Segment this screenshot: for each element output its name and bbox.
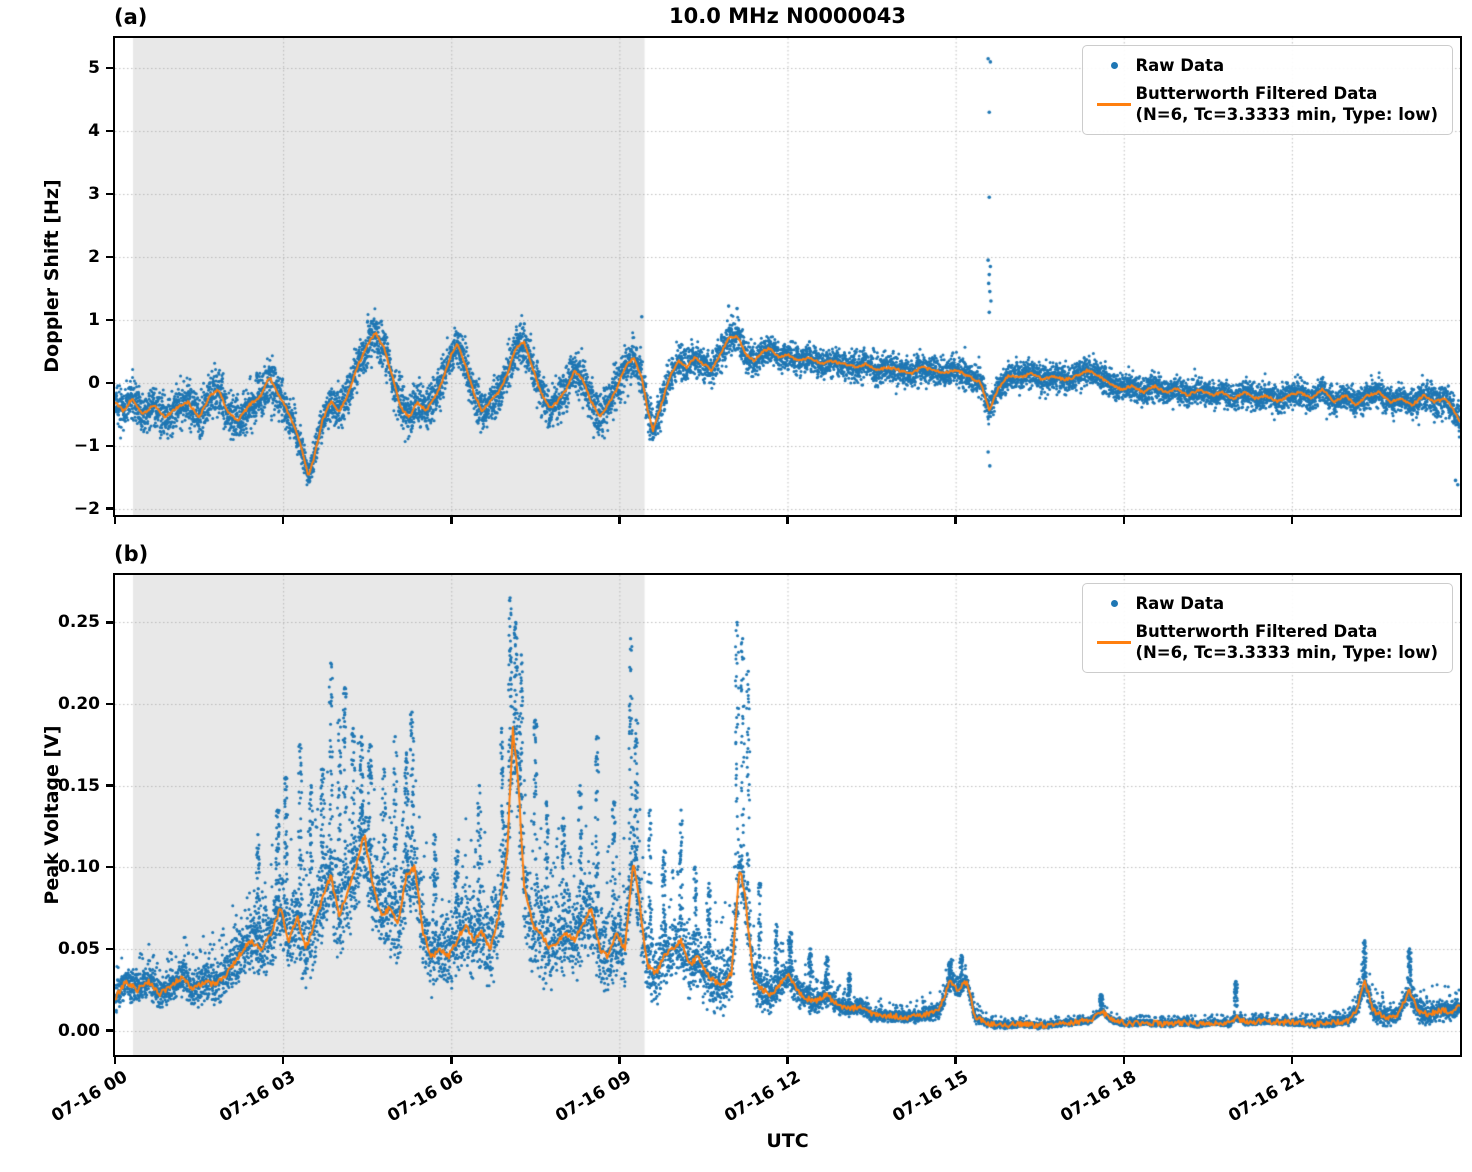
panel-b-label: (b) <box>114 542 149 566</box>
panel-a-ylabel: Doppler Shift [Hz] <box>41 179 63 373</box>
x-tick-mark <box>954 1055 957 1064</box>
y-tick-mark <box>106 66 115 70</box>
raw-data-dot-icon <box>1110 600 1118 607</box>
x-tick-mark <box>281 1055 285 1064</box>
y-tick-mark <box>106 255 115 259</box>
x-tick-label: 07-16 12 <box>720 1067 804 1127</box>
y-tick-mark <box>106 318 115 322</box>
x-tick-mark <box>1122 1055 1125 1064</box>
filtered-marker-col <box>1093 102 1135 106</box>
x-tick-mark <box>786 515 789 524</box>
x-tick-label: 07-16 03 <box>216 1067 300 1127</box>
y-tick-label: 1 <box>88 309 100 330</box>
x-axis-label: UTC <box>766 1130 809 1152</box>
y-tick-label: 0.10 <box>58 857 100 878</box>
y-tick-label: −2 <box>73 498 100 519</box>
filtered-sublabel: (N=6, Tc=3.3333 min, Type: low) <box>1135 105 1438 124</box>
y-tick-label: 0 <box>88 372 100 393</box>
y-tick-label: −1 <box>73 435 100 456</box>
y-tick-mark <box>106 621 115 624</box>
y-tick-mark <box>106 381 115 385</box>
y-tick-mark <box>106 507 115 510</box>
y-tick-mark <box>106 1029 115 1032</box>
y-tick-mark <box>106 947 115 951</box>
x-tick-label: 07-16 21 <box>1225 1067 1308 1127</box>
x-tick-mark <box>786 1055 789 1064</box>
filtered-label: Butterworth Filtered Data <box>1135 622 1378 641</box>
chart-title: 10.0 MHz N0000043 <box>669 4 906 28</box>
raw-data-label: Raw Data <box>1135 594 1225 613</box>
x-tick-label: 07-16 00 <box>48 1067 131 1127</box>
filtered-label-block: Butterworth Filtered Data (N=6, Tc=3.333… <box>1135 83 1438 125</box>
x-tick-label: 07-16 15 <box>888 1067 972 1127</box>
x-tick-mark <box>1122 515 1125 524</box>
raw-data-dot-icon <box>1110 62 1118 69</box>
raw-data-marker-col <box>1093 62 1135 69</box>
filtered-line-icon <box>1097 640 1132 644</box>
y-tick-label: 2 <box>88 246 100 267</box>
y-tick-label: 0.05 <box>58 938 100 959</box>
x-tick-mark <box>281 515 285 524</box>
x-tick-mark <box>1290 1055 1294 1064</box>
y-tick-mark <box>106 444 115 448</box>
x-tick-label: 07-16 18 <box>1057 1067 1140 1127</box>
y-tick-mark <box>106 865 115 869</box>
filtered-line-icon <box>1097 102 1132 106</box>
raw-data-marker-col <box>1093 600 1135 607</box>
filtered-marker-col <box>1093 640 1135 644</box>
legend-item-raw: Raw Data <box>1093 55 1438 76</box>
x-tick-mark <box>618 1055 621 1064</box>
y-tick-mark <box>106 784 115 787</box>
y-tick-mark <box>106 702 115 706</box>
y-tick-mark <box>106 129 115 133</box>
y-tick-label: 5 <box>88 58 100 79</box>
y-tick-label: 0.15 <box>58 775 100 796</box>
x-tick-mark <box>113 1055 117 1064</box>
x-tick-mark <box>954 515 957 524</box>
y-tick-mark <box>106 192 115 196</box>
filtered-sublabel: (N=6, Tc=3.3333 min, Type: low) <box>1135 643 1438 662</box>
raw-data-label: Raw Data <box>1135 56 1225 75</box>
y-tick-label: 3 <box>88 184 100 205</box>
panel-b-legend: Raw Data Butterworth Filtered Data (N=6,… <box>1082 583 1453 673</box>
y-tick-label: 4 <box>88 121 100 142</box>
legend-item-filtered: Butterworth Filtered Data (N=6, Tc=3.333… <box>1093 83 1438 125</box>
x-tick-mark <box>1290 515 1294 524</box>
x-tick-mark <box>450 1055 453 1064</box>
legend-item-raw: Raw Data <box>1093 593 1438 614</box>
x-tick-mark <box>450 515 453 524</box>
filtered-label: Butterworth Filtered Data <box>1135 84 1378 103</box>
panel-a-label: (a) <box>114 5 148 29</box>
x-tick-mark <box>618 515 621 524</box>
y-tick-label: 0.25 <box>58 612 100 633</box>
x-tick-label: 07-16 06 <box>384 1067 468 1127</box>
x-tick-mark <box>113 515 117 524</box>
y-tick-label: 0.20 <box>58 693 100 714</box>
filtered-label-block: Butterworth Filtered Data (N=6, Tc=3.333… <box>1135 621 1438 663</box>
legend-item-filtered: Butterworth Filtered Data (N=6, Tc=3.333… <box>1093 621 1438 663</box>
y-tick-label: 0.00 <box>58 1020 100 1041</box>
x-tick-label: 07-16 09 <box>552 1067 636 1127</box>
panel-a-legend: Raw Data Butterworth Filtered Data (N=6,… <box>1082 45 1453 135</box>
